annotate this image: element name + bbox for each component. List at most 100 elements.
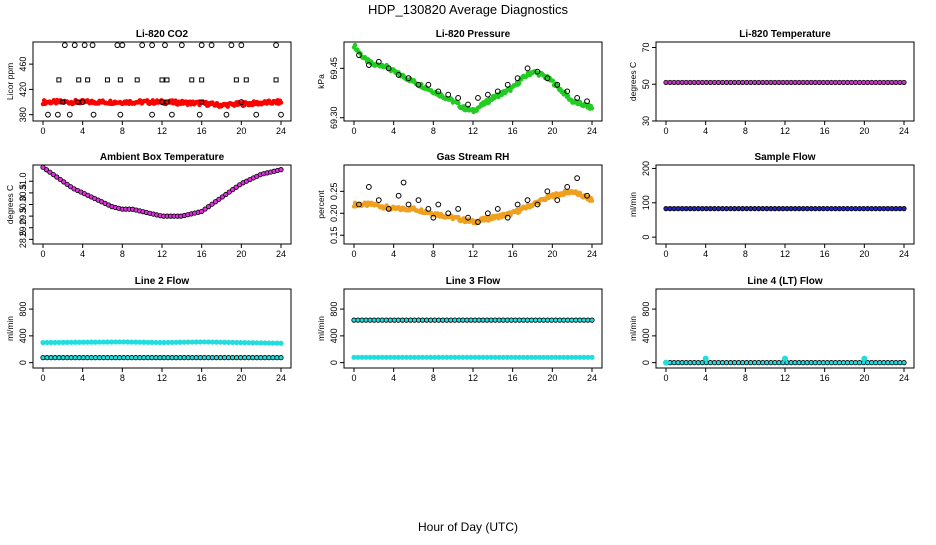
x-tick-label: 12 xyxy=(780,126,790,136)
y-tick-label: 50 xyxy=(641,79,651,89)
x-tick-label: 12 xyxy=(157,373,167,383)
data-point xyxy=(64,339,70,345)
data-point xyxy=(365,62,372,68)
data-point xyxy=(383,354,389,360)
data-point xyxy=(702,355,709,362)
data-point xyxy=(54,111,61,118)
series-1 xyxy=(40,339,284,346)
data-point xyxy=(71,42,78,49)
data-point xyxy=(465,214,471,221)
data-point xyxy=(145,339,151,345)
x-tick-label: 4 xyxy=(391,126,396,136)
data-point xyxy=(234,339,240,346)
data-point xyxy=(415,197,422,204)
data-point xyxy=(88,339,95,345)
data-point xyxy=(119,42,126,49)
data-point xyxy=(76,77,82,83)
data-point xyxy=(133,339,139,345)
data-point xyxy=(901,79,907,86)
data-point xyxy=(395,192,402,199)
data-point xyxy=(550,78,556,83)
data-point xyxy=(504,214,511,221)
y-tick-label: 200 xyxy=(641,161,651,176)
panel-title: Line 2 Flow xyxy=(135,276,190,287)
data-point xyxy=(80,339,86,345)
data-point xyxy=(153,339,159,346)
data-point xyxy=(528,354,535,360)
data-point xyxy=(223,191,229,198)
data-point xyxy=(549,354,555,360)
data-point xyxy=(121,339,127,345)
y-tick-label: 100 xyxy=(641,195,651,210)
data-point xyxy=(250,340,256,346)
panel-title: Sample Flow xyxy=(754,152,815,163)
data-point xyxy=(475,95,481,101)
panel-5: Gas Stream RH 0 4 8 12 16 20 24 0.15 0.20 0.25perc… xyxy=(316,152,603,259)
data-point xyxy=(494,205,501,212)
data-point xyxy=(161,339,167,346)
x-tick-label: 8 xyxy=(743,373,748,383)
x-tick-label: 4 xyxy=(703,126,708,136)
x-tick-label: 16 xyxy=(820,126,830,136)
y-tick-label: 0.25 xyxy=(329,183,339,201)
data-point xyxy=(585,354,591,360)
data-point xyxy=(577,354,583,360)
x-tick-label: 0 xyxy=(663,373,668,383)
data-point xyxy=(356,201,362,208)
x-tick-label: 4 xyxy=(703,373,708,383)
data-point xyxy=(164,77,170,83)
data-point xyxy=(367,354,373,360)
y-tick-label: 0 xyxy=(18,360,28,365)
y-axis-label: degrees C xyxy=(5,185,15,224)
data-point xyxy=(178,42,185,49)
x-tick-label: 16 xyxy=(820,373,830,383)
x-tick-label: 12 xyxy=(780,249,790,259)
data-point xyxy=(352,42,358,48)
data-point xyxy=(229,339,236,346)
data-point xyxy=(500,354,506,360)
panel-3: Li-820 Temperature 0 4 8 12 16 20 24 30 50 70degre… xyxy=(628,29,915,136)
data-point xyxy=(278,100,284,105)
data-point xyxy=(253,111,260,118)
data-point xyxy=(169,339,175,345)
data-point xyxy=(278,340,284,346)
data-point xyxy=(149,339,155,345)
x-tick-label: 8 xyxy=(120,373,125,383)
data-point xyxy=(233,77,239,83)
data-point xyxy=(480,354,486,360)
data-point xyxy=(117,111,124,118)
data-point xyxy=(278,167,284,173)
data-point xyxy=(169,111,175,118)
x-tick-label: 24 xyxy=(587,126,597,136)
series-1 xyxy=(663,360,907,366)
data-point xyxy=(199,77,205,83)
x-tick-label: 4 xyxy=(80,126,85,136)
data-point xyxy=(219,194,225,200)
data-point xyxy=(395,72,402,78)
x-tick-label: 4 xyxy=(80,249,85,259)
x-tick-label: 0 xyxy=(40,373,45,383)
data-point xyxy=(205,204,212,210)
data-point xyxy=(177,339,183,345)
data-point xyxy=(581,354,587,360)
y-tick-label: 800 xyxy=(329,302,339,317)
data-point xyxy=(574,95,581,101)
data-point xyxy=(197,339,203,345)
data-point xyxy=(246,340,252,346)
data-point xyxy=(141,339,147,345)
data-point xyxy=(565,93,571,99)
data-point xyxy=(524,197,531,204)
x-tick-label: 12 xyxy=(157,126,167,136)
data-point xyxy=(516,81,522,86)
data-point xyxy=(238,339,244,346)
data-point xyxy=(544,75,551,82)
panel-title: Line 4 (LT) Flow xyxy=(747,276,823,287)
series-2 xyxy=(356,52,590,108)
data-point xyxy=(104,339,111,345)
data-point xyxy=(461,216,466,221)
data-point xyxy=(205,339,211,345)
y-tick-label: 800 xyxy=(641,302,651,317)
data-point xyxy=(193,339,199,345)
data-point xyxy=(64,181,70,187)
data-point xyxy=(554,197,561,204)
